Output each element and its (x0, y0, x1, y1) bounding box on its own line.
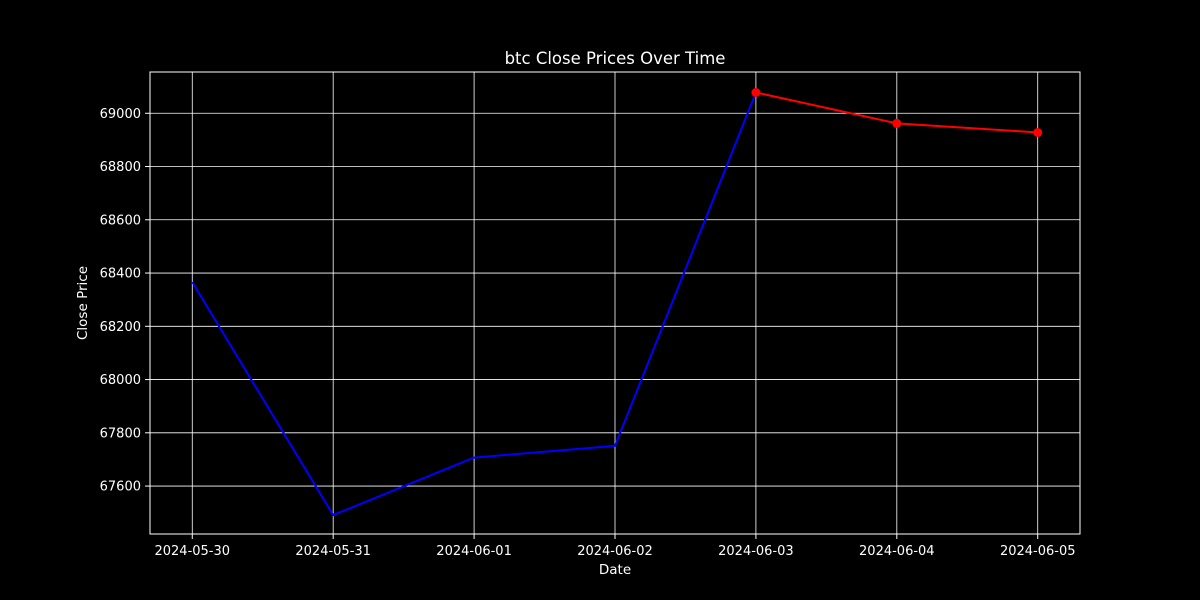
data-point-marker (751, 88, 761, 98)
y-tick-label: 68800 (100, 160, 141, 175)
x-tick-label: 2024-06-03 (718, 544, 794, 559)
x-tick-label: 2024-06-05 (1000, 544, 1076, 559)
x-tick-label: 2024-06-04 (859, 544, 935, 559)
y-tick-label: 68200 (100, 320, 141, 335)
chart-title: btc Close Prices Over Time (505, 49, 726, 68)
series-layer (191, 88, 1043, 517)
series-line-1 (191, 92, 757, 517)
x-axis-label: Date (599, 562, 631, 578)
y-tick-label: 67600 (100, 480, 141, 495)
y-tick-label: 68400 (100, 267, 141, 282)
data-point-marker (892, 118, 902, 128)
y-tick-label: 68600 (100, 213, 141, 228)
y-tick-label: 69000 (100, 107, 141, 122)
x-tick-label: 2024-06-02 (577, 544, 653, 559)
data-point-marker (1033, 127, 1043, 137)
x-tick-label: 2024-05-30 (154, 544, 230, 559)
y-tick-label: 67800 (100, 426, 141, 441)
x-tick-label: 2024-05-31 (295, 544, 371, 559)
y-tick-label: 68000 (100, 373, 141, 388)
x-tick-label: 2024-06-01 (436, 544, 512, 559)
y-axis-label: Close Price (75, 266, 91, 340)
ticks: 2024-05-30 2024-05-31 2024-06-01 2024-06-02… (100, 107, 1076, 559)
grid (150, 72, 1080, 534)
